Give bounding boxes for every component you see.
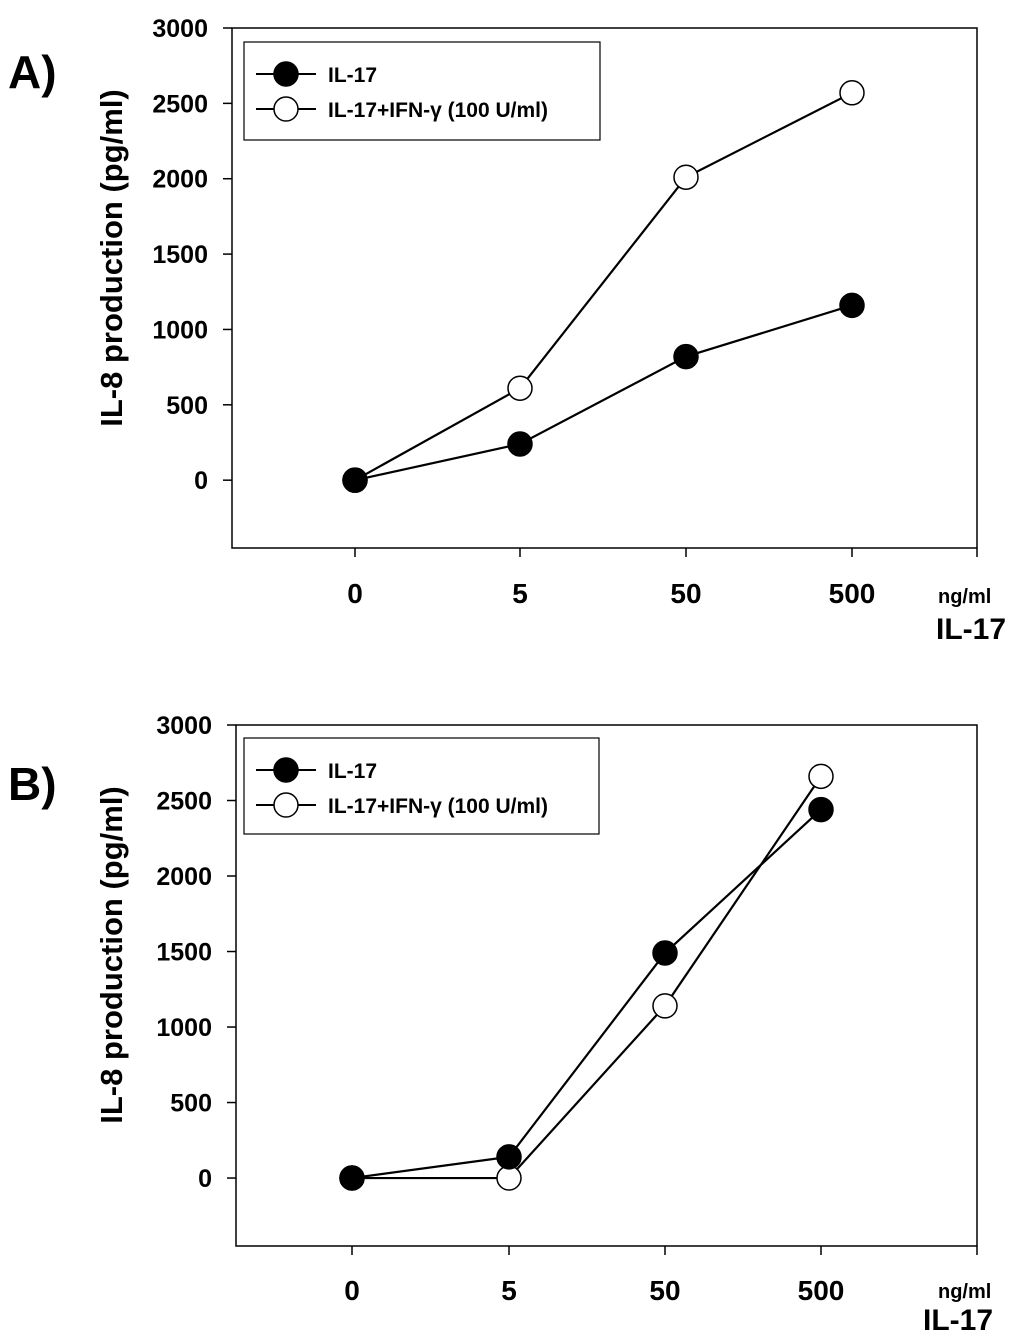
x-axis-ticks: 0 5 50 500 — [347, 548, 978, 609]
x-axis-unit: ng/ml — [938, 1281, 991, 1303]
series-line-1 — [351, 808, 822, 1180]
x-tick-label: 0 — [344, 1275, 360, 1306]
y-tick-label: 2500 — [156, 788, 212, 816]
series-line-2 — [352, 775, 822, 1180]
plot-frame — [235, 724, 978, 1247]
chart-panel-b: B) IL-8 production (pg/ml) 0500100015002… — [8, 712, 993, 1336]
x-tick-label: 50 — [670, 578, 701, 609]
y-tick-label: 500 — [170, 1090, 212, 1118]
series-line-1 — [354, 304, 853, 482]
data-point-series-2 — [808, 763, 834, 790]
y-tick-label: 2000 — [156, 863, 212, 891]
plot-frame — [231, 27, 978, 549]
y-tick-label: 0 — [198, 1165, 212, 1193]
series-lines — [354, 91, 853, 482]
y-tick-label: 0 — [194, 467, 208, 495]
legend-label-2: IL-17+IFN-γ (100 U/ml) — [328, 795, 548, 818]
y-tick-label: 1000 — [156, 1014, 212, 1042]
series-points — [339, 763, 834, 1191]
x-tick-label: 5 — [501, 1275, 517, 1306]
y-tick-label: 3000 — [152, 15, 208, 43]
chart-panel-a: A) IL-8 production (pg/ml) 0500100015002… — [8, 15, 1006, 646]
data-point-series-2 — [839, 80, 865, 106]
y-tick-label: 2500 — [152, 90, 208, 118]
y-axis-label: IL-8 production (pg/ml) — [94, 89, 129, 427]
legend-marker-2 — [273, 792, 299, 818]
legend-label-2: IL-17+IFN-γ (100 U/ml) — [328, 99, 548, 122]
data-point-series-1 — [652, 940, 678, 966]
legend: IL-17 IL-17+IFN-γ (100 U/ml) — [243, 41, 601, 141]
data-point-series-1 — [339, 1165, 365, 1191]
series-points — [342, 80, 865, 493]
x-tick-label: 5 — [512, 578, 528, 609]
x-axis-ticks: 0 5 50 500 — [344, 1246, 978, 1306]
y-tick-label: 3000 — [156, 712, 212, 740]
data-point-series-1 — [808, 796, 834, 823]
legend-label-1: IL-17 — [328, 760, 377, 783]
legend-label-1: IL-17 — [328, 64, 377, 87]
legend-box — [243, 737, 600, 835]
data-point-series-1 — [342, 467, 368, 493]
data-point-series-1 — [839, 292, 865, 319]
x-tick-label: 0 — [347, 578, 363, 609]
x-tick-label: 500 — [829, 578, 876, 609]
y-axis-label: IL-8 production (pg/ml) — [94, 786, 129, 1124]
legend: IL-17 IL-17+IFN-γ (100 U/ml) — [243, 737, 600, 835]
series-line-2 — [354, 91, 853, 482]
data-point-series-1 — [673, 343, 699, 370]
legend-box — [243, 41, 601, 141]
x-tick-label: 50 — [649, 1275, 680, 1306]
y-tick-label: 1000 — [152, 316, 208, 344]
y-tick-label: 500 — [166, 392, 208, 420]
panel-label: A) — [8, 46, 57, 98]
series-lines — [351, 775, 822, 1180]
data-point-series-2 — [673, 164, 699, 190]
panel-label: B) — [8, 758, 57, 810]
y-tick-label: 1500 — [152, 241, 208, 269]
x-tick-label: 500 — [798, 1275, 845, 1306]
y-tick-label: 1500 — [156, 939, 212, 967]
data-point-series-2 — [507, 375, 533, 401]
y-axis-ticks: 0 500 1000 1500 2000 2500 3000 — [156, 712, 236, 1193]
legend-marker-2 — [273, 96, 299, 122]
y-axis-ticks: 0 500 1000 1500 2000 2500 3000 — [152, 15, 232, 495]
legend-marker-1 — [273, 757, 299, 783]
x-axis-label: IL-17 — [936, 613, 1006, 646]
data-point-series-1 — [507, 431, 533, 457]
x-axis-unit: ng/ml — [938, 586, 991, 608]
y-tick-label: 2000 — [152, 166, 208, 194]
data-point-series-2 — [652, 993, 678, 1019]
data-point-series-1 — [496, 1144, 522, 1170]
x-axis-label: IL-17 — [923, 1304, 993, 1336]
legend-marker-1 — [273, 61, 299, 87]
